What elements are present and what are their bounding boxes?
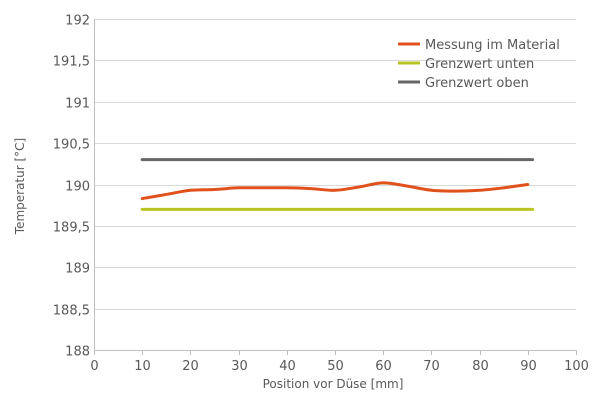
- grid-lines: [94, 19, 576, 351]
- x-tick-label: 10: [134, 359, 151, 374]
- x-axis-label: Position vor Düse [mm]: [263, 377, 404, 391]
- x-tick-label: 40: [279, 359, 296, 374]
- x-tick-label: 0: [90, 359, 98, 374]
- y-axis-label: Temperatur [°C]: [13, 138, 27, 235]
- legend: Messung im Material Grenzwert unten Grenzw…: [398, 38, 560, 91]
- y-tick-label: 191: [65, 97, 90, 112]
- legend-label: Grenzwert oben: [425, 76, 529, 91]
- x-tick-label: 50: [327, 359, 344, 374]
- legend-label: Messung im Material: [425, 38, 560, 53]
- y-tick-label: 191,5: [53, 55, 90, 70]
- y-tick-label: 189: [65, 262, 90, 277]
- y-tick-label: 192: [65, 14, 90, 29]
- x-tick-label: 30: [231, 359, 248, 374]
- x-tick-label: 90: [520, 359, 537, 374]
- x-tick-label: 80: [472, 359, 489, 374]
- x-tick-label: 20: [182, 359, 199, 374]
- y-tick-label: 188,5: [53, 304, 90, 319]
- x-tick-label: 100: [564, 359, 589, 374]
- y-tick-label: 188: [65, 345, 90, 360]
- y-tick-label: 190: [65, 180, 90, 195]
- y-tick-label: 189,5: [53, 221, 90, 236]
- series-lines: [140, 158, 535, 211]
- x-tick-label: 60: [375, 359, 392, 374]
- y-tick-labels: 188 188,5 189 189,5 190 190,5 191 191,5 192: [53, 14, 90, 360]
- y-tick-label: 190,5: [53, 138, 90, 153]
- series-line-messung-im-material: [140, 181, 530, 201]
- axes: [94, 19, 577, 355]
- legend-label: Grenzwert unten: [425, 57, 534, 72]
- x-tick-label: 70: [423, 359, 440, 374]
- x-tick-labels: 0 10 20 30 40 50 60 70 80 90 100: [90, 359, 589, 374]
